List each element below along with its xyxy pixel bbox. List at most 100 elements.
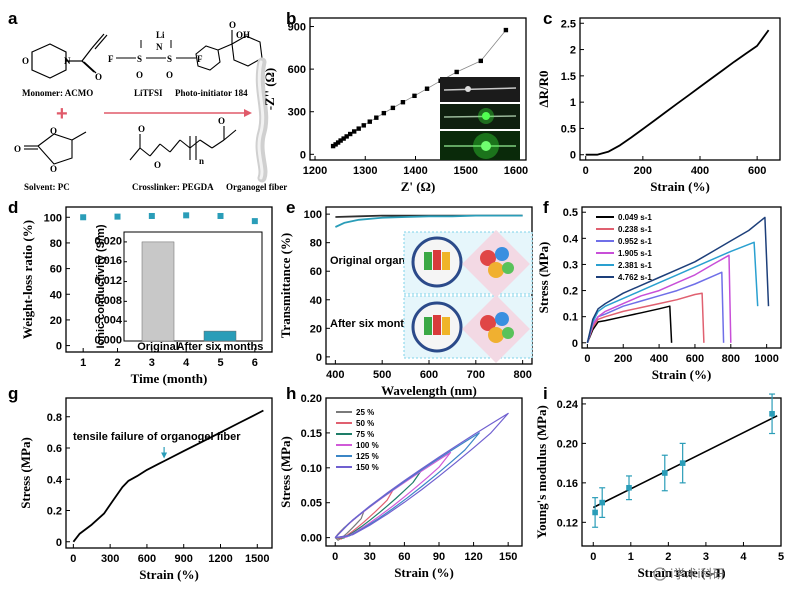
x-tick-label: 90 [433, 551, 445, 563]
panel-b-nyquist-plot: 1200 1300 1400 1500 1600 0 300 600 900 Z' (Ω) -Z''… [262, 17, 528, 194]
svg-text:O: O [166, 70, 173, 80]
x-tick-label: 400 [326, 369, 344, 381]
x-tick-label: 600 [748, 165, 766, 177]
y-tick-label: 0.00 [301, 533, 322, 545]
y-tick-label: 20 [310, 323, 322, 335]
plot-frame [581, 397, 782, 547]
x-tick-label: 3 [149, 357, 155, 369]
data-point [592, 509, 598, 516]
svg-text:N: N [64, 56, 71, 66]
plot-frame [579, 17, 781, 161]
panel-f-stress-strain-plot: 0 200 400 600 800 1000 0 0.1 0.2 0.3 0.4 0.5 Strain … [536, 206, 782, 382]
solvent-label: Solvent: PC [24, 182, 70, 192]
x-tick-label: 0 [332, 551, 338, 563]
y-tick-label: 0.3 [563, 259, 578, 271]
legend-label: 4.762 s-1 [618, 273, 652, 282]
inset-y-tick-label: 0.016 [94, 255, 122, 267]
data-point [80, 214, 87, 221]
data-point [599, 499, 606, 506]
panel-letter-h: h [286, 384, 296, 403]
cycle-loop [334, 412, 509, 539]
legend-label: 0.049 s-1 [618, 213, 652, 222]
legend-label: 1.905 s-1 [618, 249, 652, 258]
data-point [390, 105, 396, 111]
data-point [361, 123, 366, 128]
x-axis-label: Time (month) [131, 371, 208, 386]
x-tick-label: 1400 [403, 165, 427, 177]
panel-letter-a: a [8, 9, 18, 28]
y-tick-label: 1.5 [561, 71, 576, 83]
watermark-text: i学术i科研 [670, 566, 725, 581]
plot-frame [65, 397, 273, 549]
svg-text:n: n [199, 156, 204, 166]
cycle-loop [334, 451, 452, 539]
pc-structure [24, 131, 87, 165]
x-tick-label: 2 [665, 551, 671, 563]
panel-letter-b: b [286, 9, 296, 28]
x-tick-label: 120 [464, 551, 482, 563]
y-axis-label: Young's modulus (MPa) [534, 405, 549, 539]
inset-y-tick-label: 0.004 [94, 315, 122, 327]
panel-letter-c: c [543, 9, 552, 28]
y-tick-label: 2 [570, 45, 576, 57]
svg-text:O: O [154, 160, 161, 170]
arrow-head-icon [244, 109, 252, 117]
data-point [330, 143, 336, 149]
panel-letter-e: e [286, 198, 295, 217]
y-tick-label: 0 [56, 341, 62, 353]
data-point [626, 484, 632, 491]
y-tick-label: 0.16 [557, 478, 578, 490]
x-tick-label: 2 [114, 357, 120, 369]
x-tick-label: 5 [217, 357, 223, 369]
x-axis-label: Z' (Ω) [401, 179, 436, 194]
plot-frame [65, 206, 273, 353]
series-line [586, 241, 759, 343]
y-tick-label: 0.24 [557, 399, 579, 411]
x-tick-label: 400 [650, 353, 668, 365]
data-point [769, 410, 775, 417]
x-tick-label: 1300 [353, 165, 377, 177]
transmittance-photos [403, 230, 533, 363]
series-line [586, 292, 705, 344]
data-point [217, 212, 224, 219]
svg-text:F: F [197, 54, 203, 64]
watermark: i学术i科研 [653, 566, 725, 581]
x-tick-label: 0 [70, 553, 76, 565]
after-six-months-curve [335, 214, 523, 228]
x-axis-label: Strain (%) [139, 567, 199, 582]
inset-y-tick-label: 0.020 [94, 235, 122, 247]
x-axis-label: Strain (%) [650, 179, 710, 194]
panel-letter-f: f [543, 198, 549, 217]
x-tick-label: 1 [628, 551, 634, 563]
panel-c-resistance-plot: 0 200 400 600 0 0.5 1 1.5 2 2.5 Strain (%) ΔR/R0 [536, 17, 781, 194]
data-point [412, 93, 417, 99]
x-tick-label: 4 [183, 357, 190, 369]
legend-label: 100 % [356, 441, 379, 450]
y-tick-label: 0.20 [301, 393, 322, 405]
legend-label: 75 % [356, 430, 374, 439]
legend-label: 150 % [356, 463, 379, 472]
y-tick-label: 0.5 [563, 207, 578, 219]
y-tick-label: 0.12 [557, 517, 578, 529]
y-tick-label: 0.4 [47, 474, 63, 486]
y-tick-label: 0.6 [47, 443, 62, 455]
y-tick-label: 80 [310, 238, 322, 250]
salt-label: LiTFSI [134, 88, 163, 98]
x-tick-label: 0 [590, 551, 596, 563]
y-tick-label: 100 [304, 209, 322, 221]
y-tick-label: 0.8 [47, 412, 62, 424]
y-axis-label: Transmittance (%) [278, 233, 293, 339]
data-point [344, 134, 349, 139]
svg-text:O: O [136, 70, 143, 80]
panel-h-cyclic-stress-strain-plot: 0 30 60 90 120 150 0.00 0.05 0.10 0.15 0.20 Strain … [278, 393, 523, 580]
panel-e-transmittance-plot: 400 500 600 700 800 0 20 40 60 80 100 Wavelength (n… [278, 206, 533, 398]
svg-text:O: O [218, 116, 225, 126]
x-tick-label: 1000 [754, 353, 778, 365]
y-tick-label: 80 [50, 238, 62, 250]
x-tick-label: 3 [703, 551, 709, 563]
svg-text:O: O [22, 56, 29, 66]
svg-text:N: N [156, 42, 163, 52]
data-point [679, 460, 686, 466]
